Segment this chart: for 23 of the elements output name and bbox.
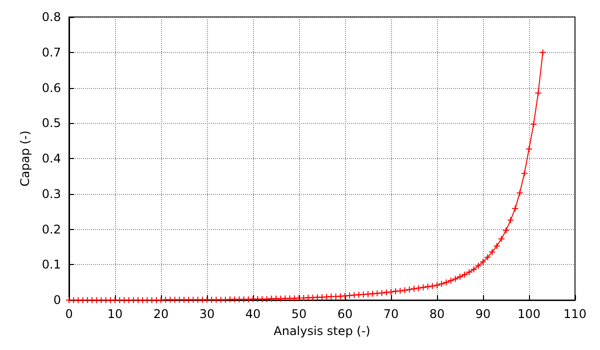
x-tick-label: 30: [199, 307, 215, 322]
y-tick-label: 0: [53, 293, 61, 308]
y-axis-title: Capap (-): [18, 130, 32, 186]
y-tick-label: 0.8: [42, 10, 61, 24]
y-tick-label: 0.2: [42, 222, 61, 236]
x-tick-label: 50: [291, 307, 307, 322]
x-tick-label: 90: [475, 307, 491, 322]
x-tick-label: 110: [564, 307, 586, 322]
x-tick-label: 100: [518, 307, 540, 322]
y-tick-label: 0.1: [42, 258, 61, 272]
x-axis-title: Analysis step (-): [274, 324, 370, 338]
x-tick-label: 0: [65, 307, 73, 322]
x-tick-label: 60: [337, 307, 353, 322]
x-tick-label: 70: [383, 307, 399, 322]
x-tick-label: 40: [245, 307, 261, 322]
x-tick-label: 10: [107, 307, 123, 322]
y-tick-label: 0.7: [42, 45, 61, 60]
y-tick-label: 0.3: [42, 186, 61, 201]
x-tick-label: 20: [153, 307, 169, 322]
y-tick-label: 0.4: [42, 152, 61, 166]
x-tick-label: 80: [429, 307, 445, 322]
y-tick-label: 0.6: [42, 80, 61, 95]
y-tick-label: 0.5: [42, 116, 61, 130]
